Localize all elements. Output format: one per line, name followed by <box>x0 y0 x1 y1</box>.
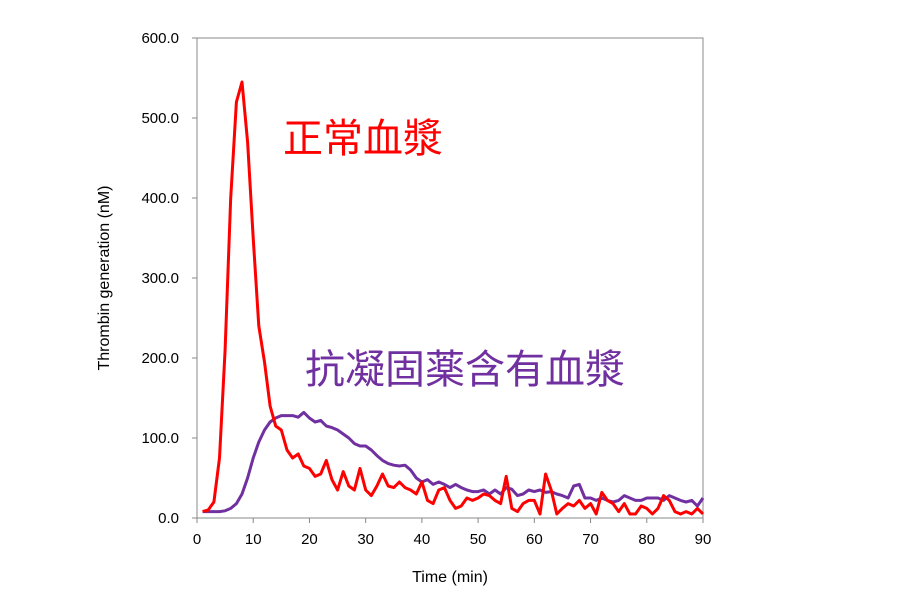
series-line-normal-plasma <box>202 80 705 516</box>
y-tick-label: 500.0 <box>141 110 179 127</box>
x-tick-label: 30 <box>357 531 374 548</box>
y-tick-label: 200.0 <box>141 350 179 367</box>
y-tick-label: 600.0 <box>141 30 179 47</box>
y-tick-label: 400.0 <box>141 190 179 207</box>
y-tick-label: 100.0 <box>141 430 179 447</box>
series-line-anticoagulant-plasma <box>202 410 705 514</box>
x-tick-label: 0 <box>193 531 201 548</box>
x-tick-label: 60 <box>526 531 543 548</box>
series-label-anticoagulant-plasma: 抗凝固薬含有血漿 <box>305 348 625 392</box>
x-tick-label: 50 <box>470 531 487 548</box>
x-tick-label: 10 <box>245 531 262 548</box>
y-tick-label: 0.0 <box>158 510 179 527</box>
x-tick-label: 40 <box>414 531 431 548</box>
series-label-normal-plasma: 正常血漿 <box>283 117 443 161</box>
x-tick-label: 80 <box>638 531 655 548</box>
y-axis-title: Thrombin generation (nM) <box>96 186 113 371</box>
x-axis-title: Time (min) <box>412 569 488 586</box>
plot-area <box>196 37 704 519</box>
y-tick-label: 300.0 <box>141 270 179 287</box>
x-tick-label: 70 <box>582 531 599 548</box>
x-tick-label: 20 <box>301 531 318 548</box>
x-tick-label: 90 <box>695 531 712 548</box>
